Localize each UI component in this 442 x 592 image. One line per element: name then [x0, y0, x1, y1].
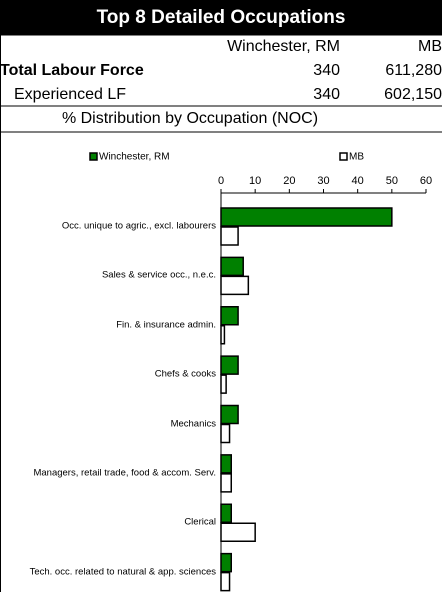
- bar: [220, 473, 232, 493]
- bar: [220, 503, 232, 523]
- row-label: Experienced LF: [14, 86, 126, 103]
- bar: [220, 552, 232, 573]
- legend-label: Winchester, RM: [99, 152, 170, 163]
- y-tick-label: Tech. occ. related to natural & app. sci…: [10, 566, 216, 577]
- row-label: Total Labour Force: [0, 62, 144, 79]
- category-label: Tech. occ. related to natural & app. sci…: [29, 566, 216, 578]
- x-tick-label: 20: [283, 175, 295, 187]
- cell: 602,150: [384, 86, 442, 103]
- legend-swatch: [339, 152, 348, 161]
- bar: [220, 256, 244, 277]
- bar: [220, 226, 239, 246]
- x-tick-label: 40: [352, 175, 364, 187]
- category-label: Fin. & insurance admin.: [116, 319, 216, 331]
- column-header: Winchester, RM: [227, 38, 340, 55]
- bar: [220, 404, 239, 425]
- bar: [220, 355, 239, 375]
- category-label: Managers, retail trade, food & accom. Se…: [33, 467, 216, 479]
- column-header: MB: [418, 38, 442, 55]
- category-label: Mechanics: [170, 418, 216, 429]
- bar: [220, 306, 239, 326]
- cell: 340: [313, 62, 340, 79]
- category-label: Occ. unique to agric., excl. labourers: [61, 220, 216, 232]
- bar: [220, 522, 256, 542]
- category-label: Sales & service occ., n.e.c.: [101, 269, 216, 281]
- bar: [220, 423, 231, 444]
- bar: [220, 571, 231, 592]
- y-tick-label: Clerical: [10, 517, 216, 528]
- bar: [220, 374, 227, 394]
- y-tick-label: Fin. & insurance admin.: [10, 319, 216, 330]
- category-label: Clerical: [184, 516, 216, 528]
- cell: 611,280: [385, 62, 442, 79]
- y-tick-label: Chefs & cooks: [10, 369, 216, 380]
- legend-swatch: [89, 152, 98, 161]
- bar: [220, 454, 232, 474]
- x-tick-label: 10: [249, 175, 261, 187]
- x-tick-label: 60: [420, 175, 432, 187]
- x-tick-label: 0: [218, 175, 224, 187]
- x-tick-label: 30: [317, 175, 329, 187]
- x-tick-label: 50: [386, 175, 398, 187]
- y-tick-label: Occ. unique to agric., excl. labourers: [10, 221, 216, 232]
- section-title: % Distribution by Occupation (NOC): [62, 110, 318, 127]
- y-tick-label: Managers, retail trade, food & accom. Se…: [10, 467, 216, 478]
- y-tick-label: Mechanics: [10, 418, 216, 429]
- y-tick-label: Sales & service occ., n.e.c.: [10, 270, 216, 281]
- cell: 340: [313, 86, 340, 103]
- category-label: Chefs & cooks: [154, 368, 216, 380]
- title: Top 8 Detailed Occupations: [97, 7, 346, 28]
- bar: [220, 325, 226, 345]
- title-bar: [0, 0, 442, 35]
- legend-label: MB: [349, 152, 364, 163]
- bar: [220, 207, 393, 227]
- bar: [220, 275, 250, 296]
